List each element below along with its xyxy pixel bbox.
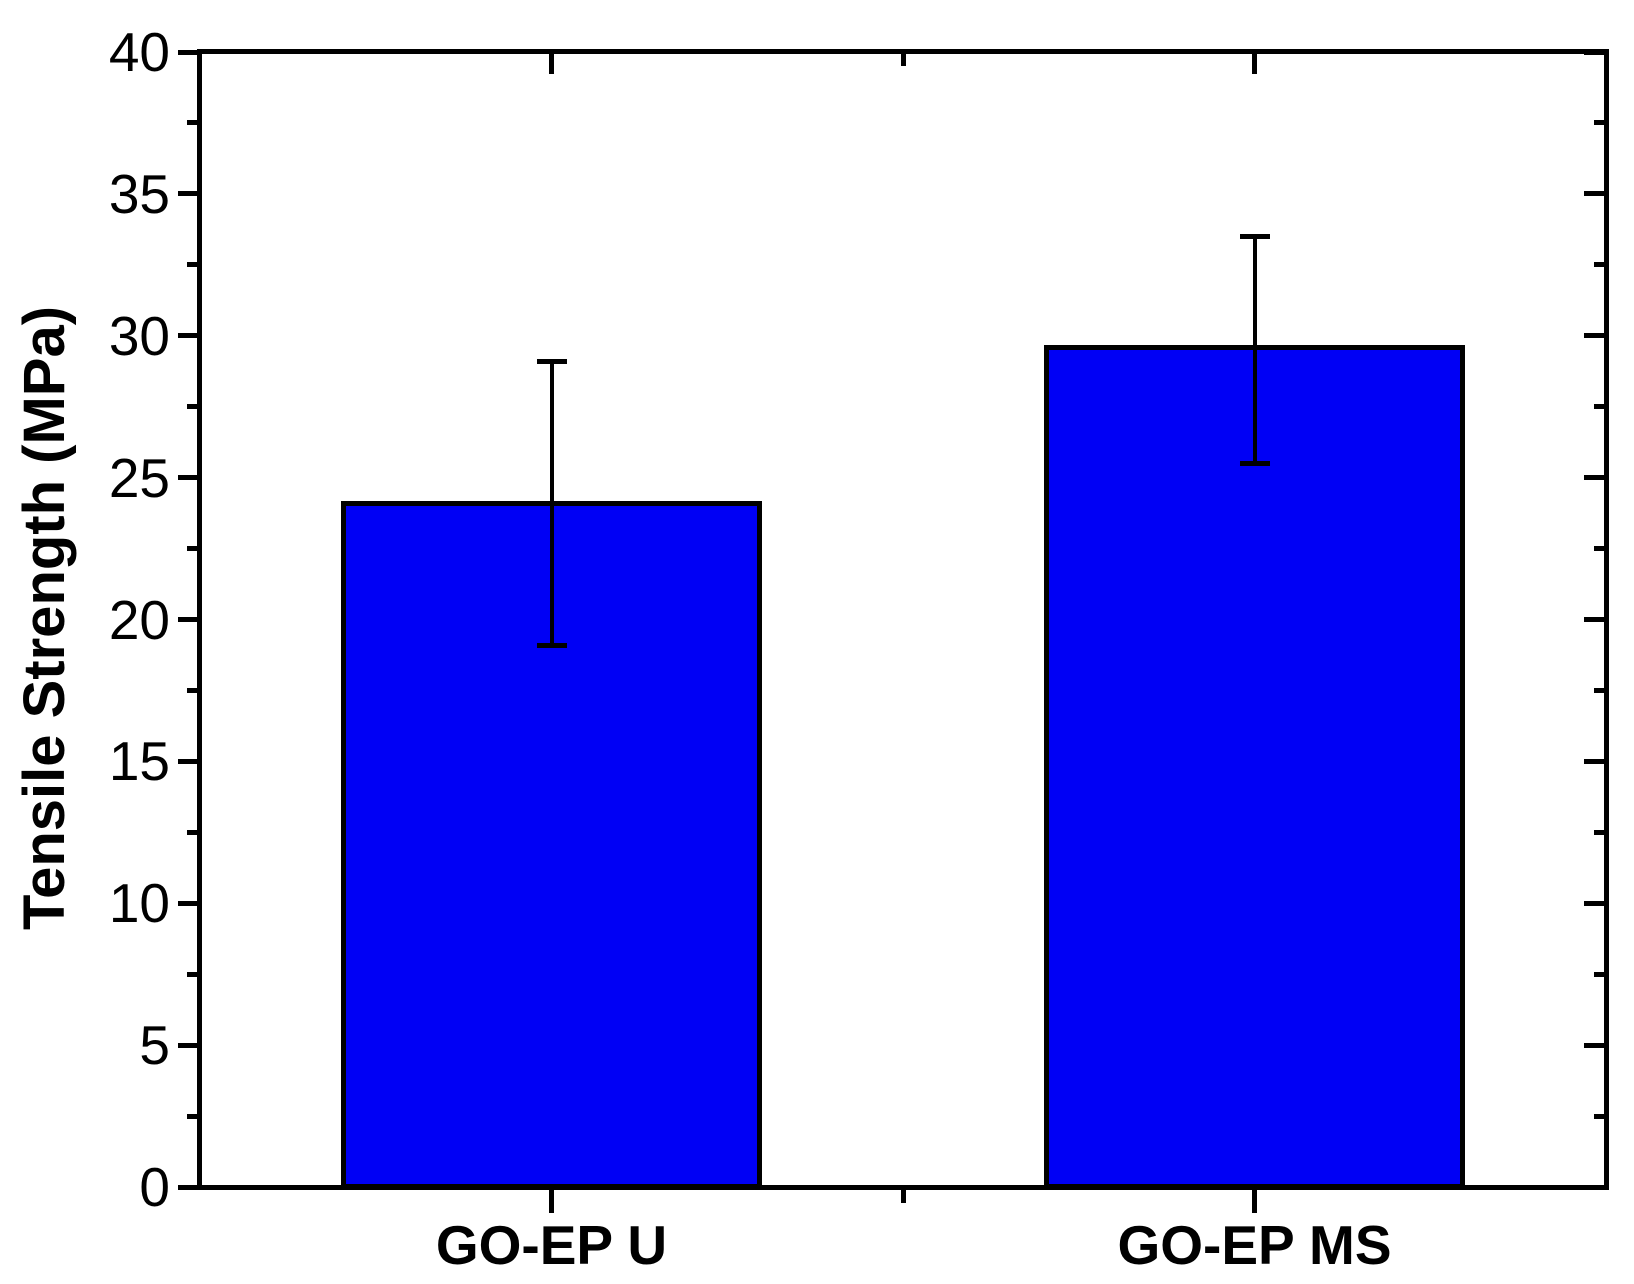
y-major-tick-right	[1584, 191, 1606, 197]
y-minor-tick-right	[1594, 262, 1606, 268]
y-tick-label: 25	[108, 446, 170, 509]
y-minor-tick	[187, 829, 200, 835]
y-tick-label: 10	[108, 872, 170, 935]
y-minor-tick	[187, 687, 200, 693]
y-minor-tick-right	[1594, 404, 1606, 410]
y-minor-tick-right	[1594, 687, 1606, 693]
x-major-tick-bottom	[1252, 1189, 1257, 1213]
y-major-tick	[178, 1042, 200, 1048]
y-minor-tick	[187, 971, 200, 977]
y-major-tick	[178, 191, 200, 197]
error-bar-line	[1252, 236, 1257, 464]
y-major-tick-right	[1584, 49, 1606, 55]
y-minor-tick-right	[1594, 971, 1606, 977]
y-minor-tick-right	[1594, 546, 1606, 552]
error-bar-cap-top	[536, 358, 567, 364]
y-major-tick-right	[1584, 617, 1606, 622]
y-minor-tick-right	[1594, 1113, 1606, 1119]
y-major-tick-right	[1584, 900, 1606, 906]
x-major-tick-top	[549, 54, 554, 74]
y-tick-label: 35	[108, 162, 170, 225]
y-major-tick	[178, 1184, 200, 1190]
y-major-tick	[178, 900, 200, 906]
y-minor-tick-right	[1594, 829, 1606, 835]
y-major-tick-right	[1584, 1042, 1606, 1048]
y-major-tick	[178, 49, 200, 55]
bar	[1044, 344, 1465, 1190]
y-major-tick	[178, 475, 200, 481]
y-tick-label: 5	[139, 1014, 170, 1077]
y-major-tick	[178, 617, 200, 622]
y-minor-tick	[187, 546, 200, 552]
y-tick-label: 20	[108, 588, 170, 651]
y-major-tick-right	[1584, 475, 1606, 481]
y-major-tick-right	[1584, 758, 1606, 764]
x-major-tick-bottom	[549, 1189, 554, 1213]
y-tick-label: 0	[139, 1156, 170, 1218]
x-axis-label: GO-EP U	[435, 1214, 668, 1276]
y-major-tick-right	[1584, 1184, 1606, 1190]
y-tick-label: 30	[108, 304, 170, 367]
error-bar-cap-top	[1239, 233, 1270, 239]
error-bar-line	[549, 361, 554, 646]
y-minor-tick	[187, 262, 200, 268]
y-major-tick-right	[1584, 333, 1606, 339]
x-minor-tick-top	[900, 54, 906, 66]
y-minor-tick	[187, 404, 200, 410]
y-major-tick	[178, 758, 200, 764]
y-tick-label: 15	[108, 730, 170, 793]
y-tick-label: 40	[108, 21, 170, 83]
y-minor-tick-right	[1594, 120, 1606, 126]
y-minor-tick	[187, 120, 200, 126]
y-major-tick	[178, 333, 200, 339]
error-bar-cap-bottom	[1239, 460, 1270, 466]
error-bar-cap-bottom	[536, 642, 567, 648]
x-minor-tick-bottom	[900, 1189, 906, 1203]
x-major-tick-top	[1252, 54, 1257, 74]
x-axis-label: GO-EP MS	[1117, 1214, 1392, 1276]
y-minor-tick	[187, 1113, 200, 1119]
